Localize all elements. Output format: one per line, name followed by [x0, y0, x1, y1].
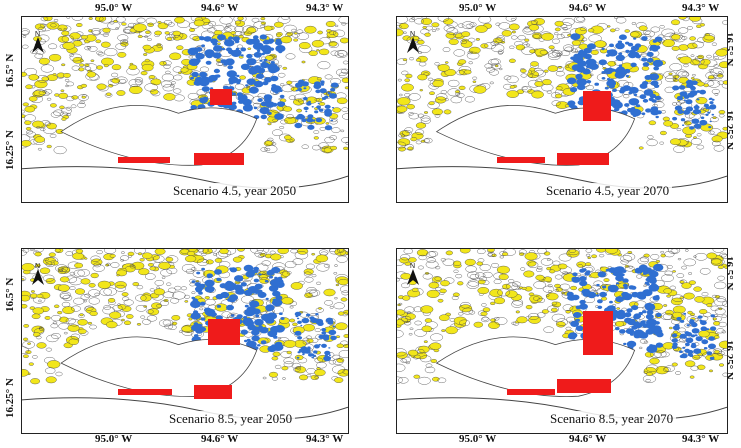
map-canvas-2: N — [397, 17, 727, 189]
scenario-label-4: Scenario 8.5, year 2070 — [547, 411, 677, 427]
lat-label-bl-2: 16.25° N — [4, 378, 16, 418]
red-zone-2 — [557, 153, 609, 165]
north-arrow-icon: N — [407, 31, 419, 53]
scenario-label-3: Scenario 8.5, year 2050 — [166, 411, 296, 427]
red-zone-layer — [118, 89, 244, 165]
red-zone-3 — [118, 389, 172, 395]
map-canvas-3: N — [22, 249, 348, 420]
coastline — [397, 166, 727, 189]
scenario-label-2: Scenario 4.5, year 2070 — [543, 183, 673, 199]
lat-label-tl-1: 16.5° N — [4, 53, 16, 88]
lat-label-tl-2: 16.25° N — [4, 130, 16, 170]
red-zone-1 — [583, 311, 613, 355]
bottom-lon-label-left-3: 94.3° W — [306, 433, 344, 445]
red-zone-layer — [118, 319, 240, 399]
red-zone-2 — [194, 153, 244, 165]
red-zone-1 — [583, 91, 611, 121]
lat-label-bl-1: 16.5° N — [4, 277, 16, 312]
red-zone-layer — [507, 311, 613, 395]
svg-text:N: N — [35, 31, 40, 38]
scenario-label-1: Scenario 4.5, year 2050 — [170, 183, 300, 199]
red-zone-3 — [507, 389, 555, 395]
red-zone-2 — [194, 385, 232, 399]
north-arrow-icon: N — [407, 263, 419, 285]
top-lon-label-left-2: 94.6° W — [201, 2, 239, 14]
svg-text:N: N — [410, 31, 415, 38]
red-zone-3 — [497, 157, 545, 163]
map-panel-4: N Scenario 8.5, year 2070 — [396, 248, 728, 434]
top-lon-label-right-2: 94.6° W — [569, 2, 607, 14]
coastline — [22, 397, 348, 420]
top-lon-label-right-1: 95.0° W — [459, 2, 497, 14]
bottom-lon-label-right-3: 94.3° W — [682, 433, 720, 445]
top-lon-label-left-3: 94.3° W — [306, 2, 344, 14]
bottom-lon-label-left-1: 95.0° W — [95, 433, 133, 445]
red-zone-1 — [208, 319, 240, 345]
coastline — [397, 397, 727, 420]
bottom-lon-label-left-2: 94.6° W — [201, 433, 239, 445]
svg-text:N: N — [35, 263, 40, 270]
coastline — [22, 166, 348, 189]
bottom-lon-label-right-2: 94.6° W — [569, 433, 607, 445]
bottom-lon-label-right-1: 95.0° W — [459, 433, 497, 445]
map-canvas-1: N — [22, 17, 348, 189]
red-zone-3 — [118, 157, 170, 163]
red-zone-1 — [210, 89, 232, 105]
red-zone-layer — [497, 91, 611, 165]
map-panel-2: N Scenario 4.5, year 2070 — [396, 16, 728, 203]
map-panel-3: N Scenario 8.5, year 2050 — [21, 248, 349, 434]
svg-text:N: N — [410, 263, 415, 270]
map-canvas-4: N — [397, 249, 727, 420]
north-arrow-icon: N — [32, 31, 44, 53]
top-lon-label-right-3: 94.3° W — [682, 2, 720, 14]
north-arrow-icon: N — [32, 263, 44, 285]
red-zone-2 — [557, 379, 611, 393]
top-lon-label-left-1: 95.0° W — [95, 2, 133, 14]
map-panel-1: N Scenario 4.5, year 2050 — [21, 16, 349, 203]
